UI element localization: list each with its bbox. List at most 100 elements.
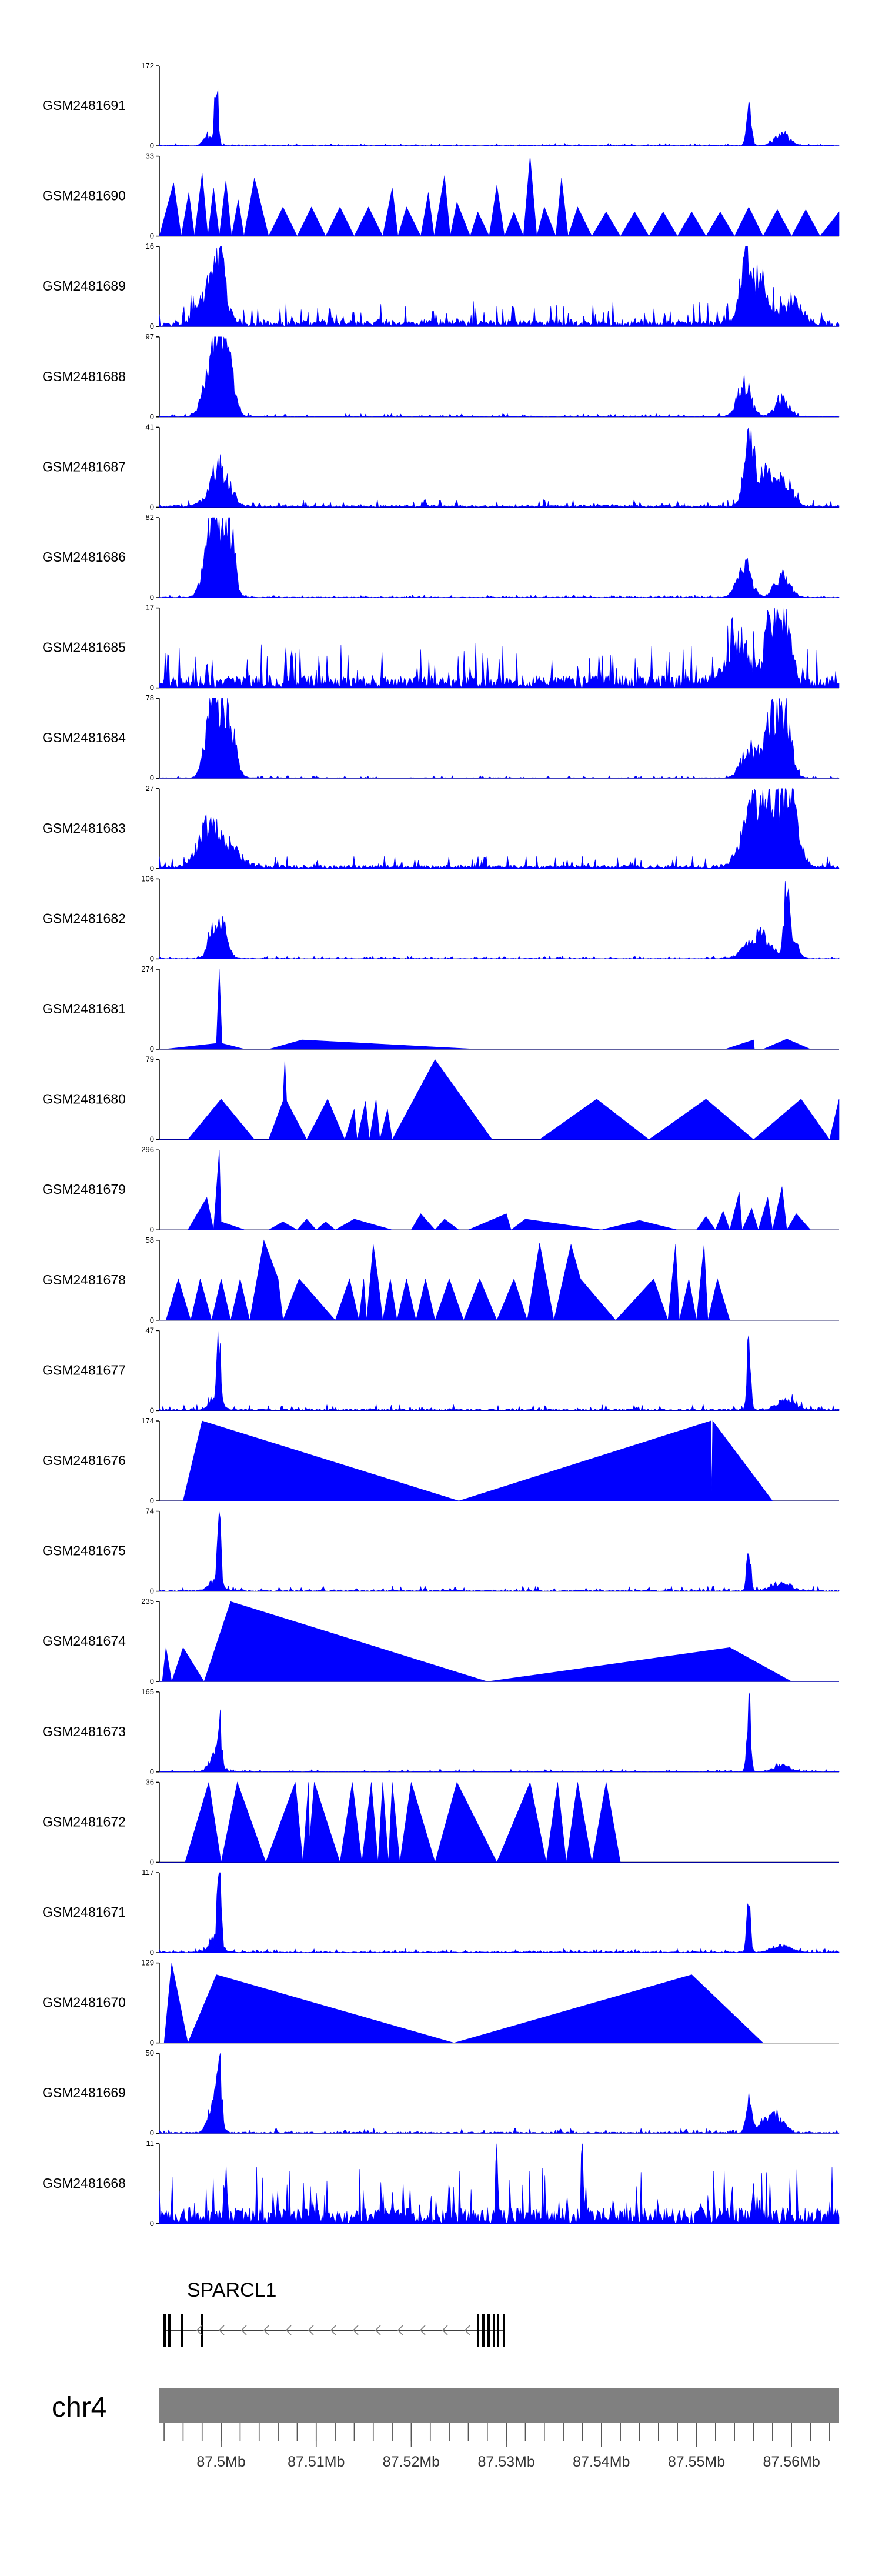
track-GSM2481688: GSM2481688 97 0 xyxy=(42,332,840,421)
ymax-label: 82 xyxy=(146,513,154,522)
chromosome-label: chr4 xyxy=(52,2392,106,2423)
track-GSM2481675: GSM2481675 74 0 xyxy=(42,1507,840,1596)
chromosome-bar xyxy=(159,2388,839,2423)
track-label: GSM2481680 xyxy=(42,1092,126,1107)
track-GSM2481671: GSM2481671 117 0 xyxy=(42,1868,840,1957)
ymin-label: 0 xyxy=(150,593,154,602)
coverage-area xyxy=(159,969,839,1050)
coverage-area xyxy=(159,517,840,598)
gene-exon xyxy=(482,2314,485,2347)
track-label: GSM2481672 xyxy=(42,1814,126,1829)
coverage-area xyxy=(159,788,840,869)
track-GSM2481669: GSM2481669 50 0 xyxy=(42,2048,840,2137)
strand-arrow xyxy=(330,2325,336,2335)
track-label: GSM2481677 xyxy=(42,1362,126,1377)
ymax-label: 58 xyxy=(146,1236,154,1244)
coverage-area xyxy=(159,2143,840,2224)
coverage-area xyxy=(159,1330,840,1412)
x-tick-label: 87.5Mb xyxy=(196,2454,245,2470)
gene-exon xyxy=(163,2314,166,2347)
track-label: GSM2481687 xyxy=(42,459,126,474)
gene-exon xyxy=(493,2314,495,2347)
track-label: GSM2481674 xyxy=(42,1633,126,1649)
ymax-label: 36 xyxy=(146,1777,154,1786)
track-label: GSM2481673 xyxy=(42,1724,126,1739)
position-ruler: 87.5Mb 87.51Mb 87.52Mb 87.53Mb 87.54Mb 87.55M… xyxy=(163,2423,830,2470)
ymax-label: 235 xyxy=(141,1597,154,1606)
track-label: GSM2481682 xyxy=(42,910,126,926)
strand-arrow xyxy=(218,2325,225,2335)
ymax-label: 296 xyxy=(141,1145,154,1154)
track-label: GSM2481691 xyxy=(42,98,126,113)
track-GSM2481680: GSM2481680 79 0 xyxy=(42,1055,840,1144)
gene-exon xyxy=(477,2314,479,2347)
ymax-label: 106 xyxy=(141,874,154,883)
coverage-area xyxy=(159,1150,839,1231)
coverage-area xyxy=(159,698,840,779)
track-GSM2481682: GSM2481682 106 0 xyxy=(42,874,840,963)
ymax-label: 274 xyxy=(141,965,154,973)
x-tick-label: 87.52Mb xyxy=(383,2454,440,2470)
strand-arrow xyxy=(285,2325,292,2335)
track-GSM2481674: GSM2481674 235 0 xyxy=(42,1597,839,1686)
ymax-label: 27 xyxy=(146,784,154,793)
track-label: GSM2481690 xyxy=(42,188,126,203)
track-GSM2481668: GSM2481668 11 0 xyxy=(42,2139,840,2228)
track-label: GSM2481678 xyxy=(42,1272,126,1287)
track-GSM2481679: GSM2481679 296 0 xyxy=(42,1145,839,1234)
gene-exon xyxy=(503,2314,505,2347)
strand-arrow xyxy=(263,2325,269,2335)
ymin-label: 0 xyxy=(150,1587,154,1596)
ymin-label: 0 xyxy=(150,322,154,331)
strand-arrow xyxy=(419,2325,426,2335)
track-label: GSM2481669 xyxy=(42,2085,126,2100)
strand-arrow xyxy=(196,2325,202,2335)
track-label: GSM2481686 xyxy=(42,549,126,565)
gene-exon xyxy=(497,2314,499,2347)
strand-arrow xyxy=(464,2325,470,2335)
coverage-area xyxy=(159,89,840,146)
track-label: GSM2481684 xyxy=(42,730,126,745)
track-label: GSM2481689 xyxy=(42,278,126,293)
coverage-area xyxy=(159,246,840,328)
gene-exon xyxy=(168,2314,171,2347)
coverage-area xyxy=(159,1420,839,1501)
ymin-label: 0 xyxy=(150,2219,154,2228)
ymin-label: 0 xyxy=(150,1045,154,1053)
track-label: GSM2481670 xyxy=(42,1995,126,2010)
x-tick-label: 87.53Mb xyxy=(477,2454,534,2470)
ymin-label: 0 xyxy=(150,1135,154,1144)
strand-arrow xyxy=(397,2325,403,2335)
gene-model xyxy=(163,2314,505,2347)
ymin-label: 0 xyxy=(150,683,154,692)
track-GSM2481686: GSM2481686 82 0 xyxy=(42,513,840,602)
ymax-label: 172 xyxy=(141,61,154,70)
coverage-area xyxy=(159,608,840,689)
track-label: GSM2481676 xyxy=(42,1453,126,1468)
ymax-label: 41 xyxy=(146,422,154,431)
coverage-area xyxy=(159,427,840,508)
track-label: GSM2481668 xyxy=(42,2175,126,2191)
track-GSM2481676: GSM2481676 174 0 xyxy=(42,1416,839,1505)
ymax-label: 33 xyxy=(146,152,154,161)
ymin-label: 0 xyxy=(150,1225,154,1234)
track-GSM2481670: GSM2481670 129 0 xyxy=(42,1958,839,2047)
strand-arrow xyxy=(375,2325,381,2335)
track-GSM2481684: GSM2481684 78 0 xyxy=(42,693,840,782)
ymin-label: 0 xyxy=(150,1948,154,1957)
strand-arrow xyxy=(240,2325,247,2335)
strand-arrow xyxy=(442,2325,448,2335)
track-label: GSM2481683 xyxy=(42,820,126,836)
strand-arrow xyxy=(308,2325,314,2335)
coverage-area xyxy=(159,1511,840,1592)
coverage-area xyxy=(159,1781,839,1863)
ymin-label: 0 xyxy=(150,2128,154,2137)
ymax-label: 117 xyxy=(142,1868,154,1877)
coverage-area xyxy=(159,156,840,237)
ymax-label: 129 xyxy=(141,1958,154,1967)
gene-label: SPARCL1 xyxy=(187,2279,276,2301)
ymax-label: 50 xyxy=(146,2048,154,2057)
track-GSM2481678: GSM2481678 58 0 xyxy=(42,1236,839,1324)
ymin-label: 0 xyxy=(150,141,154,150)
x-tick-label: 87.51Mb xyxy=(288,2454,345,2470)
